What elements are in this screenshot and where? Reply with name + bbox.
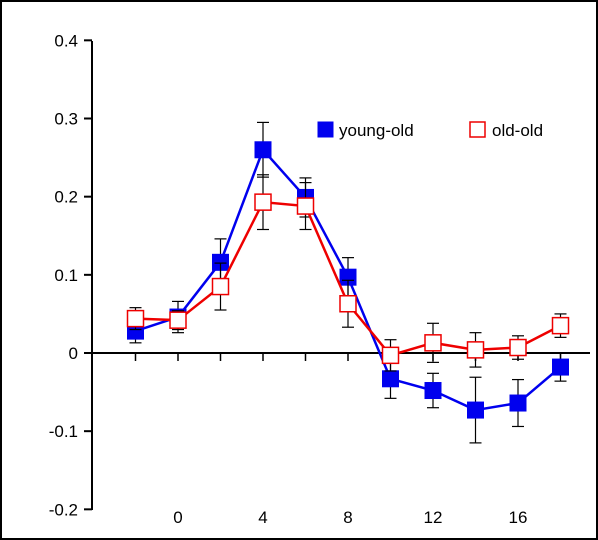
- data-point: [424, 334, 442, 352]
- data-point: [509, 394, 527, 412]
- data-point: [382, 370, 399, 388]
- data-point: [424, 382, 442, 400]
- data-point: [254, 193, 272, 211]
- legend-marker: [469, 121, 486, 138]
- y-tick-label: -0.2: [49, 500, 78, 519]
- data-point: [169, 311, 187, 329]
- x-tick-label: 12: [424, 508, 443, 527]
- axes: 0.4 0.3 0.2 0.1 0 -0.1 -0.2 0 4 8 12 16: [49, 31, 590, 527]
- legend-label: young-old: [339, 121, 414, 140]
- data-point: [126, 309, 145, 328]
- data-point: [467, 401, 484, 419]
- data-point: [211, 277, 230, 296]
- y-tick-label: 0.1: [54, 266, 78, 285]
- data-point: [339, 295, 357, 313]
- data-point: [254, 141, 272, 159]
- y-tick-label: 0.3: [54, 109, 78, 128]
- series-layer: [126, 121, 570, 444]
- x-tick-label: 4: [258, 508, 267, 527]
- y-tick-label: 0: [69, 344, 78, 363]
- data-point: [466, 341, 485, 359]
- x-tick-label: 0: [173, 508, 182, 527]
- legend-item-young-old: young-old: [317, 121, 414, 140]
- legend-item-old-old: old-old: [469, 121, 543, 140]
- y-tick-label: 0.2: [54, 188, 78, 207]
- x-tick-label: 8: [343, 508, 352, 527]
- y-tick-label: -0.1: [49, 422, 78, 441]
- series-old-old: [126, 174, 570, 372]
- data-point: [381, 346, 400, 365]
- data-point: [551, 316, 570, 335]
- data-point: [296, 197, 315, 215]
- legend: young-old old-old: [317, 121, 543, 140]
- x-tick-label: 16: [509, 508, 528, 527]
- legend-marker: [317, 121, 334, 138]
- data-point: [552, 358, 569, 376]
- data-point: [509, 338, 527, 357]
- y-tick-label: 0.4: [54, 31, 78, 50]
- legend-label: old-old: [492, 121, 543, 140]
